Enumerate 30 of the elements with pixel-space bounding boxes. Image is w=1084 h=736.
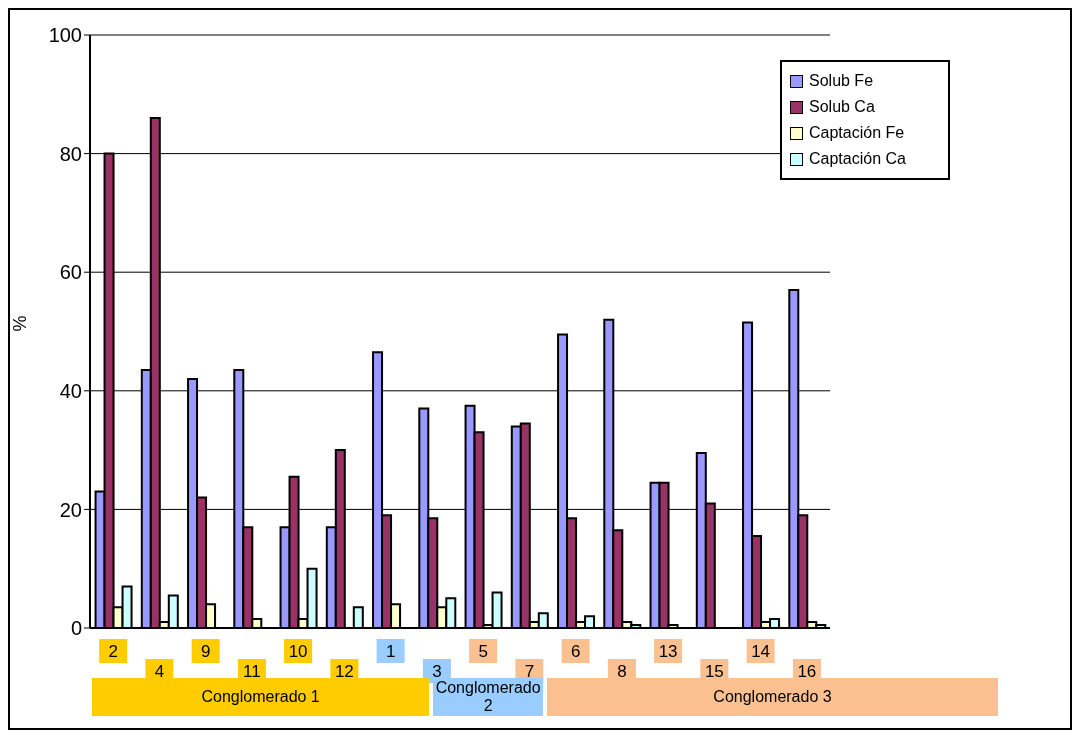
x-tick-label: 3 [432,662,442,681]
y-tick-label: 80 [59,142,82,165]
y-tick-label: 0 [70,617,82,640]
x-tick-label: 9 [200,642,211,661]
x-tick-label: 4 [154,662,165,681]
x-tick-label: 10 [288,642,308,661]
x-tick-label: 8 [617,662,627,681]
x-tick-label: 2 [108,642,118,661]
legend-label: Captación Fe [809,123,905,143]
x-tick-label: 1 [385,642,396,661]
text: Conglomerado 2 [433,679,543,715]
x-tick-label: 16 [797,662,817,681]
x-tick-label: 11 [243,662,261,681]
x-tick-label: 12 [334,662,354,681]
x-tick-label: 6 [570,642,581,661]
x-tick-label: 15 [704,662,724,681]
text: Conglomerado 1 [201,688,320,706]
y-tick-label: 100 [48,24,82,47]
legend-label: Solub Ca [809,97,875,117]
legend-label: Solub Fe [809,71,874,91]
y-tick-label: 20 [59,498,82,521]
text: Conglomerado 3 [713,688,832,706]
x-tick-label: 13 [658,642,678,661]
x-tick-label: 7 [524,662,535,681]
y-tick-label: 40 [59,379,82,402]
y-tick-label: 60 [59,261,82,284]
legend-label: Captación Ca [809,149,906,169]
x-tick-label: 5 [478,642,488,661]
x-tick-label: 14 [751,642,771,661]
y-axis-title: % [10,315,31,332]
